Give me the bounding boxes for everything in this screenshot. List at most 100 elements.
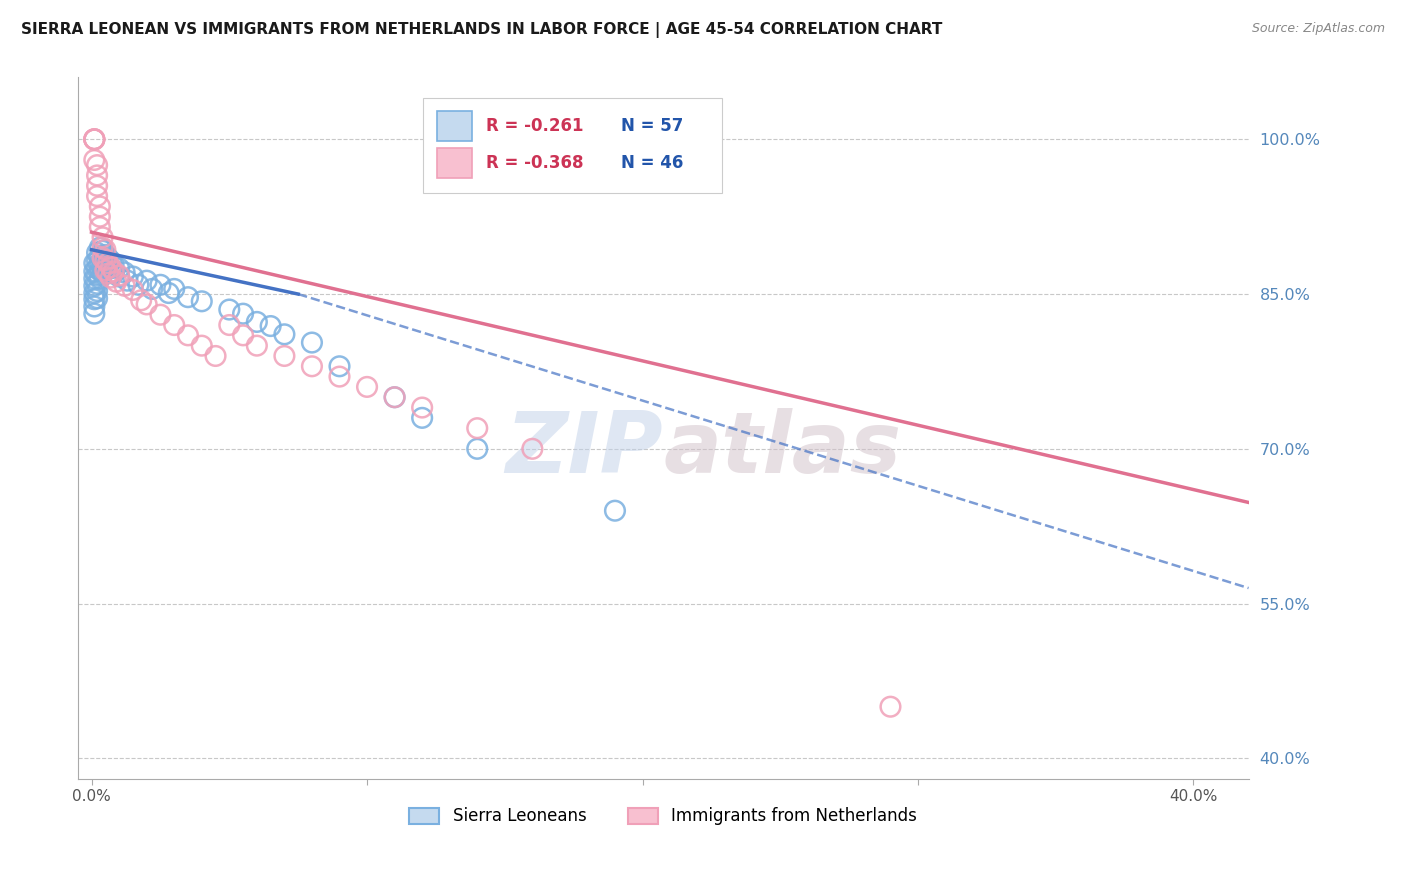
Point bbox=[91, 267, 114, 281]
Point bbox=[273, 349, 295, 363]
Point bbox=[83, 286, 105, 301]
Point bbox=[94, 263, 117, 277]
Point bbox=[108, 261, 131, 276]
Point bbox=[259, 319, 281, 334]
Point bbox=[86, 178, 108, 193]
Point bbox=[301, 359, 323, 374]
Point bbox=[83, 278, 105, 293]
Point bbox=[232, 307, 254, 321]
Point bbox=[232, 328, 254, 343]
Point bbox=[384, 390, 406, 404]
Point bbox=[91, 251, 114, 265]
Point bbox=[191, 339, 214, 353]
Point bbox=[328, 369, 350, 384]
Text: N = 46: N = 46 bbox=[621, 154, 683, 172]
Point bbox=[163, 282, 186, 296]
Point bbox=[83, 153, 105, 167]
Point bbox=[135, 297, 157, 311]
Point bbox=[603, 504, 626, 518]
Point bbox=[89, 256, 111, 270]
Point bbox=[122, 269, 145, 284]
Point bbox=[94, 248, 117, 262]
Point bbox=[83, 264, 105, 278]
Point bbox=[105, 275, 128, 289]
Point bbox=[86, 189, 108, 203]
Point bbox=[83, 307, 105, 321]
Point bbox=[94, 243, 117, 257]
Point bbox=[89, 249, 111, 263]
Point bbox=[100, 260, 122, 275]
Point bbox=[86, 284, 108, 298]
Point bbox=[91, 244, 114, 258]
Point bbox=[177, 290, 200, 304]
Point bbox=[879, 699, 901, 714]
Point bbox=[83, 132, 105, 146]
Point bbox=[86, 158, 108, 172]
Point bbox=[218, 318, 240, 332]
Point bbox=[91, 258, 114, 272]
Point bbox=[103, 258, 125, 272]
Point bbox=[97, 259, 120, 273]
Point bbox=[94, 263, 117, 277]
Point bbox=[89, 210, 111, 224]
Point bbox=[94, 253, 117, 268]
Text: R = -0.368: R = -0.368 bbox=[486, 154, 583, 172]
Point bbox=[522, 442, 544, 456]
Point bbox=[83, 256, 105, 270]
Point bbox=[384, 390, 406, 404]
Point bbox=[246, 339, 269, 353]
FancyBboxPatch shape bbox=[423, 98, 721, 194]
Point bbox=[135, 274, 157, 288]
Legend: Sierra Leoneans, Immigrants from Netherlands: Sierra Leoneans, Immigrants from Netherl… bbox=[401, 799, 925, 834]
Point bbox=[94, 256, 117, 270]
Point bbox=[129, 293, 152, 308]
Point bbox=[177, 328, 200, 343]
Point bbox=[86, 261, 108, 276]
Point bbox=[83, 132, 105, 146]
Point bbox=[86, 277, 108, 291]
Point bbox=[86, 291, 108, 305]
FancyBboxPatch shape bbox=[437, 148, 472, 178]
Point bbox=[83, 132, 105, 146]
Point bbox=[273, 327, 295, 342]
Point bbox=[89, 220, 111, 235]
Point bbox=[114, 265, 136, 279]
FancyBboxPatch shape bbox=[437, 112, 472, 141]
Point bbox=[465, 442, 488, 456]
Point bbox=[127, 277, 149, 292]
Point bbox=[108, 269, 131, 284]
Point bbox=[114, 278, 136, 293]
Point bbox=[86, 169, 108, 183]
Point bbox=[301, 335, 323, 350]
Point bbox=[122, 283, 145, 297]
Point bbox=[141, 282, 163, 296]
Point bbox=[465, 421, 488, 435]
Point bbox=[97, 251, 120, 265]
Point bbox=[149, 277, 172, 292]
Point bbox=[100, 254, 122, 268]
Point bbox=[100, 270, 122, 285]
Point bbox=[83, 292, 105, 306]
Point bbox=[163, 318, 186, 332]
Point bbox=[89, 271, 111, 285]
Point bbox=[83, 271, 105, 285]
Point bbox=[97, 267, 120, 281]
Point bbox=[328, 359, 350, 374]
Point bbox=[103, 267, 125, 281]
Point bbox=[157, 286, 180, 301]
Text: N = 57: N = 57 bbox=[621, 117, 683, 135]
Point bbox=[218, 302, 240, 317]
Point bbox=[83, 300, 105, 314]
Text: atlas: atlas bbox=[664, 408, 901, 491]
Point bbox=[97, 256, 120, 270]
Text: SIERRA LEONEAN VS IMMIGRANTS FROM NETHERLANDS IN LABOR FORCE | AGE 45-54 CORRELA: SIERRA LEONEAN VS IMMIGRANTS FROM NETHER… bbox=[21, 22, 942, 38]
Text: R = -0.261: R = -0.261 bbox=[486, 117, 583, 135]
Point bbox=[411, 410, 433, 425]
Point bbox=[86, 245, 108, 260]
Point bbox=[89, 199, 111, 213]
Text: Source: ZipAtlas.com: Source: ZipAtlas.com bbox=[1251, 22, 1385, 36]
Point bbox=[191, 294, 214, 309]
Point bbox=[246, 315, 269, 329]
Point bbox=[103, 264, 125, 278]
Point bbox=[86, 268, 108, 283]
